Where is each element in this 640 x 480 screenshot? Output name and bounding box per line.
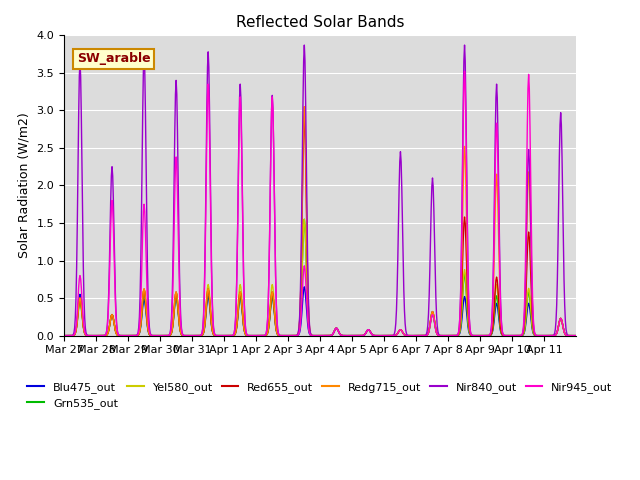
Line: Yel580_out: Yel580_out <box>64 219 576 336</box>
Yel580_out <box>374 333 381 338</box>
Red655_out <box>120 333 128 338</box>
Blu475_out <box>374 333 381 338</box>
Nir840_out <box>214 333 222 338</box>
Nir945_out <box>373 333 381 338</box>
Nir945_out <box>240 273 248 279</box>
Line: Red655_out: Red655_out <box>64 118 576 336</box>
Redg715_out <box>120 333 128 338</box>
Grn535_out <box>259 333 267 338</box>
Yel580_out <box>259 333 267 338</box>
Line: Grn535_out: Grn535_out <box>64 219 576 336</box>
Red655_out <box>349 333 356 338</box>
Grn535_out <box>403 333 410 338</box>
Yel580_out <box>349 333 356 338</box>
Redg715_out <box>374 333 381 338</box>
Red655_out <box>572 333 580 338</box>
Title: Reflected Solar Bands: Reflected Solar Bands <box>236 15 404 30</box>
Grn535_out <box>374 333 381 338</box>
Nir945_out <box>120 333 128 338</box>
Blu475_out <box>214 333 222 338</box>
Blu475_out <box>300 284 308 290</box>
Nir840_out <box>120 333 128 338</box>
Redg715_out <box>300 104 308 109</box>
Grn535_out <box>60 333 68 338</box>
Nir840_out <box>300 42 308 48</box>
Legend: Blu475_out, Grn535_out, Yel580_out, Red655_out, Redg715_out, Nir840_out, Nir945_: Blu475_out, Grn535_out, Yel580_out, Red6… <box>23 377 617 413</box>
Yel580_out <box>240 320 248 326</box>
Grn535_out <box>120 333 128 338</box>
Nir945_out <box>214 333 222 338</box>
Redg715_out <box>214 333 222 338</box>
Blu475_out <box>349 333 356 338</box>
Yel580_out <box>572 333 580 338</box>
Nir840_out <box>374 333 381 338</box>
Grn535_out <box>572 333 580 338</box>
Nir840_out <box>240 270 248 276</box>
Nir945_out <box>402 333 410 338</box>
Nir840_out <box>403 331 410 336</box>
Red655_out <box>60 333 68 338</box>
Grn535_out <box>300 216 308 222</box>
Redg715_out <box>240 322 248 328</box>
Blu475_out <box>572 333 580 338</box>
Text: SW_arable: SW_arable <box>77 52 150 65</box>
Line: Redg715_out: Redg715_out <box>64 107 576 336</box>
Nir840_out <box>349 333 356 338</box>
Nir945_out <box>349 333 356 338</box>
Line: Nir840_out: Nir840_out <box>64 45 576 336</box>
Yel580_out <box>403 333 410 338</box>
Yel580_out <box>120 333 128 338</box>
Redg715_out <box>349 333 356 338</box>
Grn535_out <box>349 333 356 338</box>
Line: Nir945_out: Nir945_out <box>64 72 576 336</box>
Blu475_out <box>240 323 248 329</box>
Yel580_out <box>214 333 222 338</box>
Blu475_out <box>403 333 410 338</box>
Nir840_out <box>259 333 267 338</box>
Red655_out <box>214 333 222 338</box>
Yel580_out <box>300 216 308 222</box>
Red655_out <box>374 333 381 338</box>
Blu475_out <box>120 333 128 338</box>
Nir945_out <box>259 333 267 338</box>
Nir945_out <box>60 333 68 338</box>
Blu475_out <box>60 333 68 338</box>
Grn535_out <box>214 333 222 338</box>
Red655_out <box>259 333 267 338</box>
Nir840_out <box>572 333 580 338</box>
Redg715_out <box>403 333 410 338</box>
Grn535_out <box>240 323 248 329</box>
Y-axis label: Solar Radiation (W/m2): Solar Radiation (W/m2) <box>18 113 31 258</box>
Yel580_out <box>60 333 68 338</box>
Red655_out <box>300 115 308 121</box>
Nir840_out <box>60 333 68 338</box>
Red655_out <box>240 322 248 328</box>
Red655_out <box>403 333 410 338</box>
Redg715_out <box>572 333 580 338</box>
Redg715_out <box>60 333 68 338</box>
Nir945_out <box>572 333 580 338</box>
Redg715_out <box>259 333 267 338</box>
Nir945_out <box>461 69 468 74</box>
Line: Blu475_out: Blu475_out <box>64 287 576 336</box>
Blu475_out <box>259 333 267 338</box>
